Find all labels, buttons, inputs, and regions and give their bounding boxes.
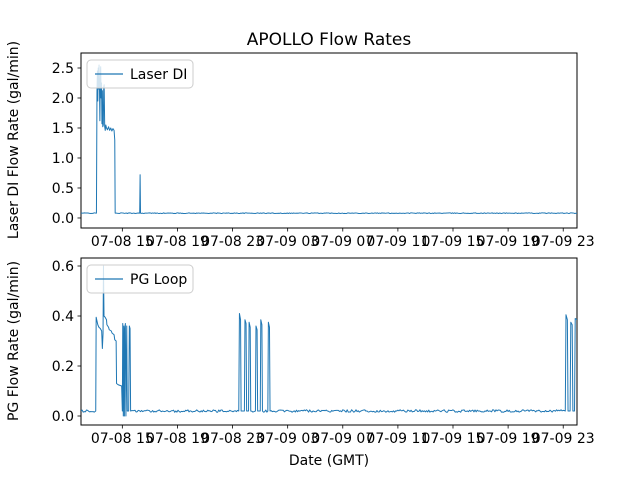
flow-rate-line: [81, 64, 577, 215]
y-tick-label: 1.5: [52, 121, 74, 137]
y-axis-ticks: 0.0 0.2 0.4 0.6: [52, 259, 81, 425]
x-tick-label: 07-08 19: [146, 234, 209, 250]
y-tick-label: 1.0: [52, 151, 74, 167]
flow-rate-line: [81, 265, 577, 417]
plot-border: [80, 52, 578, 229]
plot-border: [80, 257, 578, 426]
x-tick-label: 07-08 23: [201, 431, 264, 447]
x-tick-label: 07-08 15: [91, 431, 154, 447]
x-tick-label: 07-08 15: [91, 234, 154, 250]
x-tick-label: 07-09 19: [477, 234, 540, 250]
top-y-axis-label: Laser DI Flow Rate (gal/min): [6, 41, 22, 239]
y-tick-label: 0.5: [52, 181, 74, 197]
x-tick-label: 07-09 11: [366, 234, 429, 250]
y-tick-label: 0.4: [52, 309, 74, 325]
legend-box: [86, 59, 194, 89]
bottom-y-axis-label: PG Flow Rate (gal/min): [6, 261, 22, 421]
y-tick-label: 0.0: [52, 211, 74, 227]
y-axis-ticks: 0.0 0.5 1.0 1.5 2.0 2.5: [52, 61, 81, 227]
x-tick-label: 07-09 19: [477, 431, 540, 447]
y-tick-label: 2.5: [52, 61, 74, 77]
legend-label: Laser DI: [130, 67, 187, 83]
x-tick-label: 07-09 03: [256, 431, 319, 447]
x-tick-label: 07-09 15: [422, 431, 485, 447]
y-tick-label: 0.6: [52, 259, 74, 275]
x-tick-label: 07-08 23: [201, 234, 264, 250]
legend-box: [86, 264, 194, 294]
chart-title: APOLLO Flow Rates: [247, 30, 412, 50]
x-axis-label: Date (GMT): [289, 453, 369, 469]
x-tick-label: 07-09 15: [422, 234, 485, 250]
y-tick-label: 0.0: [52, 409, 74, 425]
x-tick-label: 07-09 23: [532, 234, 595, 250]
x-tick-label: 07-09 03: [256, 234, 319, 250]
x-tick-label: 07-08 19: [146, 431, 209, 447]
x-tick-label: 07-09 11: [366, 431, 429, 447]
x-tick-label: 07-09 07: [311, 234, 374, 250]
y-tick-label: 0.2: [52, 359, 74, 375]
y-tick-label: 2.0: [52, 91, 74, 107]
legend-label: PG Loop: [130, 272, 187, 288]
legend: Laser DI: [86, 59, 194, 89]
x-tick-label: 07-09 07: [311, 431, 374, 447]
legend: PG Loop: [86, 264, 194, 294]
x-tick-label: 07-09 23: [532, 431, 595, 447]
